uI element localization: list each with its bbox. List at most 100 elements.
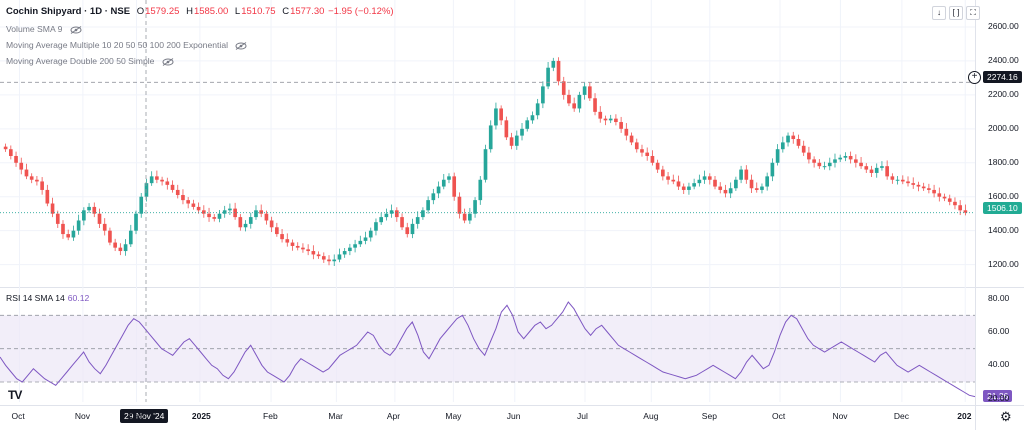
candle-up xyxy=(488,125,493,150)
candle-down xyxy=(629,135,634,143)
add-alert-icon[interactable]: + xyxy=(968,71,981,84)
candle-down xyxy=(457,196,462,214)
candle-down xyxy=(603,118,608,121)
candle-up xyxy=(494,108,498,126)
candle-down xyxy=(645,152,650,156)
high-label: H xyxy=(186,6,193,17)
candle-down xyxy=(807,152,811,160)
candle-down xyxy=(927,188,931,190)
candle-up xyxy=(843,155,848,158)
candle-up xyxy=(728,188,733,194)
candle-down xyxy=(567,94,571,104)
candle-down xyxy=(35,179,39,182)
time-axis-tick: Dec xyxy=(893,411,909,421)
candle-down xyxy=(394,210,399,218)
low-label: L xyxy=(234,6,241,17)
eye-hidden-icon[interactable] xyxy=(162,57,174,66)
candle-up xyxy=(833,159,837,163)
tradingview-logo[interactable]: TV xyxy=(8,388,22,402)
candle-up xyxy=(530,115,535,121)
eye-hidden-icon[interactable] xyxy=(70,25,82,34)
price-axis-tick: 1200.00 xyxy=(988,258,1019,269)
candle-down xyxy=(108,230,112,243)
candle-up xyxy=(254,210,258,218)
candle-down xyxy=(718,186,723,190)
candle-up xyxy=(243,223,248,228)
candle-up xyxy=(765,176,770,187)
candle-down xyxy=(3,146,8,150)
candle-up xyxy=(535,103,540,116)
gear-icon[interactable]: ⚙ xyxy=(1000,409,1012,424)
candle-down xyxy=(196,206,201,211)
candle-up xyxy=(337,254,342,260)
rsi-axis-tick: 20.00 xyxy=(988,392,1010,403)
candle-down xyxy=(906,181,910,184)
crosshair-price-badge: 2274.16 xyxy=(983,71,1022,83)
price-axis-tick: 1600.00 xyxy=(988,190,1019,201)
candle-up xyxy=(582,86,587,95)
candle-down xyxy=(869,169,874,173)
candle-up xyxy=(348,247,352,252)
candle-down xyxy=(640,149,644,153)
candle-up xyxy=(770,162,775,177)
candle-down xyxy=(650,155,655,163)
candle-down xyxy=(118,247,123,252)
candle-up xyxy=(123,244,128,252)
brackets-icon[interactable]: [ ] xyxy=(949,6,963,20)
indicator-ma-double[interactable]: Moving Average Double 200 50 Simple xyxy=(6,56,174,66)
candle-down xyxy=(212,217,217,219)
candle-down xyxy=(916,184,921,187)
candle-up xyxy=(697,179,702,184)
candle-up xyxy=(687,186,691,190)
candle-up xyxy=(421,210,425,218)
candle-down xyxy=(572,103,577,109)
candle-down xyxy=(259,210,264,214)
candle-down xyxy=(170,184,175,190)
candle-down xyxy=(801,145,806,153)
eye-hidden-icon[interactable] xyxy=(235,41,247,50)
candle-up xyxy=(76,220,81,231)
time-axis-tick: 2025 xyxy=(191,411,211,421)
candle-up xyxy=(353,244,357,248)
candle-down xyxy=(45,189,50,204)
time-axis-tick: Oct xyxy=(772,411,786,421)
rsi-last-badge: 21.26 xyxy=(983,390,1013,402)
indicator-ma-multiple[interactable]: Moving Average Multiple 10 20 50 50 100 … xyxy=(6,40,247,50)
candle-down xyxy=(556,60,561,82)
candle-down xyxy=(405,227,410,235)
candle-up xyxy=(410,223,415,235)
indicator-label: Volume SMA 9 xyxy=(6,24,63,34)
candle-down xyxy=(963,210,968,213)
candle-down xyxy=(462,213,467,221)
candle-up xyxy=(760,186,764,190)
candle-down xyxy=(238,217,243,228)
candle-down xyxy=(102,223,107,231)
candle-down xyxy=(671,179,676,182)
close-value: 1577.30 xyxy=(290,6,325,17)
symbol-title[interactable]: Cochin Shipyard · 1D · NSE xyxy=(6,6,131,17)
candle-down xyxy=(749,179,754,189)
candle-down xyxy=(921,186,926,189)
price-axis-tick: 2000.00 xyxy=(988,122,1019,133)
candle-down xyxy=(275,227,279,235)
candle-down xyxy=(953,201,957,206)
candle-down xyxy=(92,206,97,214)
candle-down xyxy=(634,142,639,150)
candle-up xyxy=(473,200,477,214)
arrow-down-icon[interactable]: ↓ xyxy=(932,6,946,20)
price-axis-tick: 1800.00 xyxy=(988,156,1019,167)
candle-down xyxy=(817,162,822,167)
candle-down xyxy=(175,189,180,196)
candle-up xyxy=(139,196,144,214)
time-axis-tick: May xyxy=(445,411,462,421)
candle-up xyxy=(608,118,613,121)
candle-down xyxy=(890,176,895,180)
candle-up xyxy=(436,186,441,194)
candle-up xyxy=(426,200,430,211)
expand-icon[interactable]: ⛶ xyxy=(966,6,980,20)
candle-down xyxy=(619,122,623,129)
rsi-legend[interactable]: RSI 14 SMA 14 60.12 xyxy=(6,293,89,303)
time-axis-tick: Aug xyxy=(643,411,659,421)
indicator-volume-sma[interactable]: Volume SMA 9 xyxy=(6,24,82,34)
